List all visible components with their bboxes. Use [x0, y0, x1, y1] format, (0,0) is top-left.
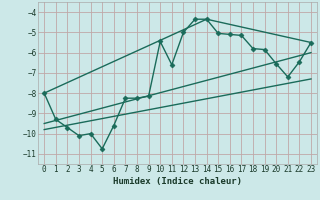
X-axis label: Humidex (Indice chaleur): Humidex (Indice chaleur) — [113, 177, 242, 186]
